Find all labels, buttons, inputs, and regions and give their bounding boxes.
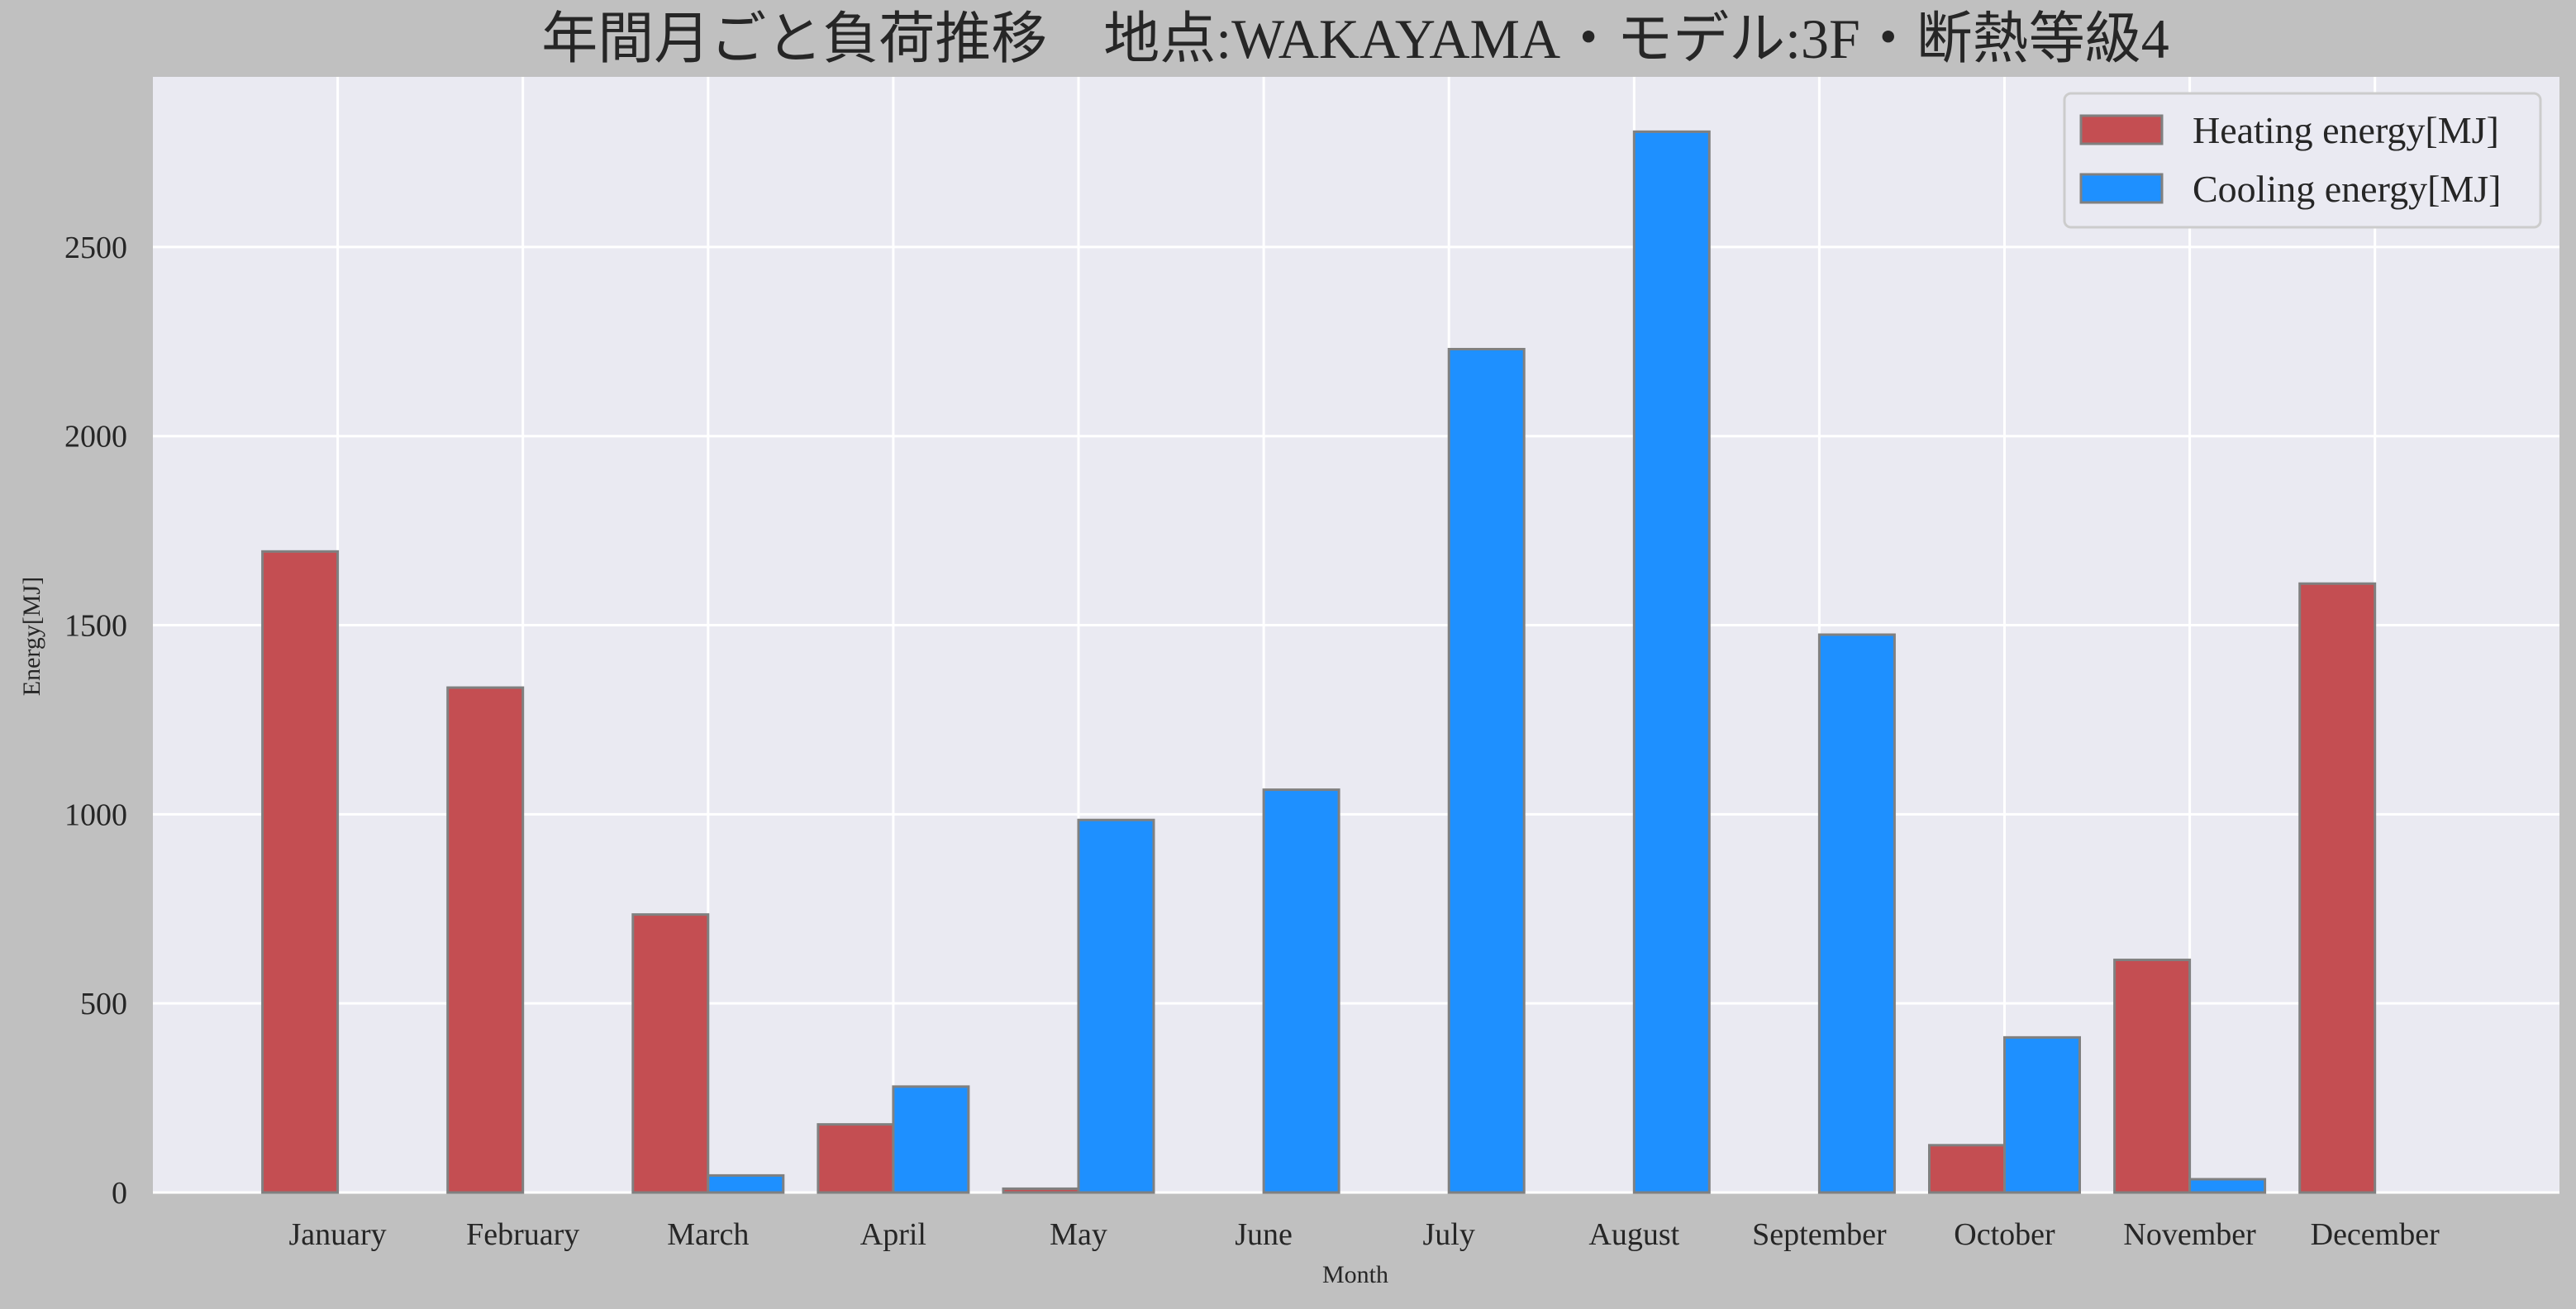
x-tick-label: August bbox=[1588, 1217, 1679, 1252]
y-tick-label: 0 bbox=[112, 1176, 127, 1211]
heating-bar-january bbox=[261, 550, 340, 1194]
legend-swatch bbox=[2079, 114, 2164, 145]
x-tick-label: October bbox=[1954, 1217, 2055, 1252]
cooling-bar-september bbox=[1817, 633, 1896, 1194]
tick-labels: 0 500 1000 1500 2000 2500 January February March… bbox=[64, 231, 2440, 1252]
x-tick-label: December bbox=[2311, 1217, 2440, 1252]
chart-title: 年間月ごと負荷推移 地点:WAKAYAMA・モデル:3F・断熱等級4 bbox=[541, 7, 2169, 70]
cooling-bar-june bbox=[1262, 788, 1340, 1194]
x-tick-label: February bbox=[466, 1217, 579, 1252]
y-tick-label: 500 bbox=[80, 987, 127, 1021]
x-tick-label: September bbox=[1752, 1217, 1887, 1252]
x-tick-label: June bbox=[1235, 1217, 1293, 1252]
cooling-bar-april bbox=[892, 1085, 970, 1194]
y-axis-label: Energy[MJ] bbox=[18, 577, 45, 696]
heating-bar-february bbox=[446, 686, 525, 1194]
heating-bar-october bbox=[1928, 1144, 2006, 1194]
cooling-bar-october bbox=[2003, 1035, 2081, 1194]
x-tick-label: November bbox=[2123, 1217, 2256, 1252]
x-tick-label: April bbox=[860, 1217, 926, 1252]
legend: Heating energy[MJ] Cooling energy[MJ] bbox=[2063, 92, 2542, 229]
legend-box bbox=[2063, 92, 2542, 229]
y-tick-label: 1000 bbox=[64, 797, 127, 832]
legend-swatch bbox=[2079, 173, 2164, 204]
legend-label: Cooling energy[MJ] bbox=[2193, 168, 2502, 210]
legend-label: Heating energy[MJ] bbox=[2193, 109, 2499, 151]
x-tick-label: May bbox=[1050, 1217, 1107, 1252]
cooling-bar-may bbox=[1077, 818, 1155, 1194]
cooling-bar-august bbox=[1632, 130, 1711, 1194]
heating-bar-march bbox=[631, 913, 710, 1194]
heating-bar-november bbox=[2113, 959, 2192, 1194]
cooling-bar-november bbox=[2188, 1178, 2267, 1194]
x-axis-label: Month bbox=[1322, 1261, 1388, 1288]
bars bbox=[261, 130, 2377, 1194]
y-tick-label: 1500 bbox=[64, 609, 127, 644]
x-tick-label: January bbox=[289, 1217, 387, 1252]
heating-bar-december bbox=[2298, 582, 2377, 1194]
heating-bar-april bbox=[817, 1123, 895, 1194]
heating-bar-may bbox=[1002, 1187, 1080, 1194]
y-tick-label: 2500 bbox=[64, 231, 127, 265]
x-tick-label: July bbox=[1423, 1217, 1475, 1252]
y-tick-label: 2000 bbox=[64, 420, 127, 455]
cooling-bar-march bbox=[707, 1173, 785, 1194]
x-tick-label: March bbox=[667, 1217, 749, 1252]
cooling-bar-july bbox=[1447, 347, 1526, 1194]
